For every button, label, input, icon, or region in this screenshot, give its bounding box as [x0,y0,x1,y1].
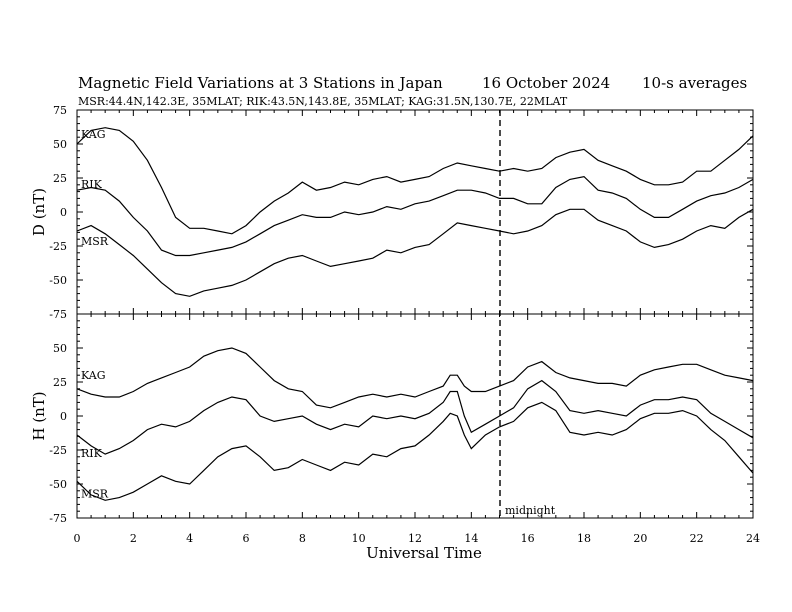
chart-averaging: 10-s averages [642,74,747,92]
d-y-tick-label: 25 [53,172,67,185]
midnight-label: midnight [505,504,556,517]
x-tick-label: 12 [408,532,422,545]
d-series-kag [76,127,754,235]
h-y-tick-label: -25 [49,444,67,457]
h-y-tick-label: -50 [49,478,67,491]
h-panel-frame [76,313,754,519]
d-panel: 75 50 25 0 -25 -50 -75 D (nT) KAG RIK MSR [30,104,754,321]
x-tick-label: 10 [352,532,366,545]
d-series-label-msr: MSR [81,235,109,248]
d-y-axis-label: D (nT) [30,188,48,236]
h-series-msr [76,401,754,501]
x-tick-label: 22 [690,532,704,545]
d-y-tick-label: 50 [53,138,67,151]
d-y-tick-label: -25 [49,240,67,253]
x-axis-label: Universal Time [366,544,482,562]
h-y-tick-label: 25 [53,376,67,389]
x-tick-label: 20 [633,532,647,545]
d-series-msr [76,208,754,297]
d-y-tick-label: 75 [53,104,67,117]
x-tick-label: 14 [464,532,478,545]
d-series-rik [76,175,754,257]
d-y-tick-label: -75 [49,308,67,321]
x-tick-label: 18 [577,532,591,545]
d-series-label-rik: RIK [81,178,103,191]
d-y-tick-label: 0 [60,206,67,219]
h-series-label-kag: KAG [81,369,106,382]
x-tick-label: 0 [74,532,81,545]
h-series-label-rik: RIK [81,447,103,460]
station-list: MSR:44.4N,142.3E, 35MLAT; RIK:43.5N,143.… [78,95,568,108]
d-panel-frame [76,109,754,315]
x-tick-label: 2 [130,532,137,545]
x-tick-label: 16 [521,532,535,545]
h-series-rik [76,379,754,455]
h-series-kag [76,347,754,409]
x-tick-label: 8 [299,532,306,545]
chart-title: Magnetic Field Variations at 3 Stations … [78,74,443,92]
d-series-label-kag: KAG [81,128,106,141]
x-tick-label: 24 [746,532,760,545]
h-y-tick-label: -75 [49,512,67,525]
x-tick-label: 6 [243,532,250,545]
x-tick-label: 4 [186,532,193,545]
h-y-tick-label: 50 [53,342,67,355]
h-y-tick-label: 0 [60,410,67,423]
d-y-tick-label: -50 [49,274,67,287]
h-series-label-msr: MSR [81,487,109,500]
h-y-axis-label: H (nT) [30,391,48,440]
chart-date: 16 October 2024 [482,74,610,92]
